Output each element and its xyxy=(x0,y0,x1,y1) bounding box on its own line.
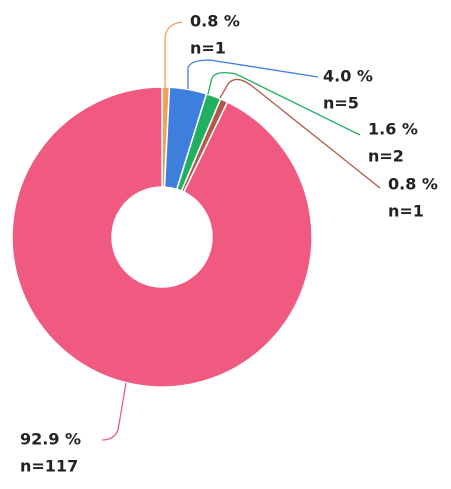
leader-line xyxy=(207,72,361,136)
value-label: 4.0 % xyxy=(323,67,373,86)
leader-line xyxy=(164,21,183,88)
donut-slice xyxy=(11,86,313,388)
value-label: 92.9 % xyxy=(20,430,81,449)
count-label: n=1 xyxy=(388,202,424,221)
count-label: n=117 xyxy=(20,457,78,476)
count-label: n=2 xyxy=(368,147,404,166)
leader-line xyxy=(101,382,127,441)
count-label: n=1 xyxy=(190,39,226,58)
count-label: n=5 xyxy=(323,94,359,113)
value-label: 0.8 % xyxy=(190,12,240,31)
leader-line xyxy=(187,59,319,89)
leader-line xyxy=(219,78,381,189)
value-label: 0.8 % xyxy=(388,175,438,194)
value-label: 1.6 % xyxy=(368,120,418,139)
